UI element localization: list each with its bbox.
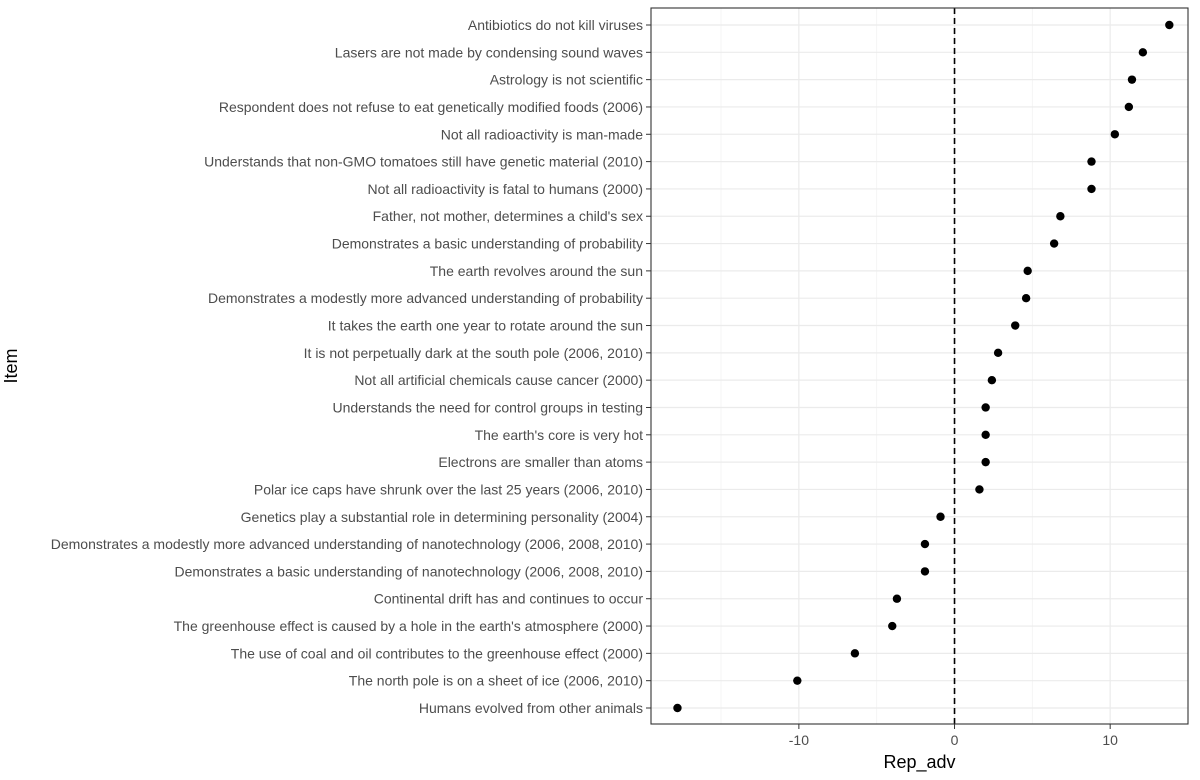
data-point (1023, 266, 1032, 276)
data-point (987, 375, 997, 385)
data-point (892, 594, 902, 603)
data-point (920, 539, 930, 549)
y-tick-label: The earth's core is very hot (475, 427, 644, 443)
y-tick-label: Understands the need for control groups … (332, 399, 643, 415)
y-axis: Humans evolved from other animals The nor… (51, 17, 651, 716)
data-point (793, 676, 802, 685)
y-tick-label: It takes the earth one year to rotate ar… (328, 318, 643, 334)
data-point (1138, 48, 1148, 57)
data-point (1087, 157, 1096, 166)
x-tick-label: 0 (951, 732, 959, 748)
data-point (936, 512, 945, 521)
data-point (993, 348, 1003, 358)
y-tick-label: Polar ice caps have shrunk over the last… (254, 481, 643, 497)
y-tick-label: Demonstrates a basic understanding of pr… (332, 236, 643, 252)
data-point (1011, 321, 1020, 330)
data-point (975, 485, 984, 494)
x-tick-label: 10 (1102, 732, 1118, 748)
y-tick-label: Antibiotics do not kill viruses (468, 17, 643, 33)
y-tick-label: The use of coal and oil contributes to t… (231, 645, 643, 661)
y-tick-label: Not all artificial chemicals cause cance… (354, 372, 643, 388)
y-tick-label: Demonstrates a basic understanding of na… (174, 563, 643, 579)
panel-border (650, 7, 1189, 725)
y-tick-label: Father, not mother, determines a child's… (373, 208, 643, 224)
y-tick-label: Respondent does not refuse to eat geneti… (219, 99, 643, 115)
y-tick-label: Not all radioactivity is man-made (441, 126, 644, 142)
data-point (1127, 75, 1137, 84)
grid-layer (651, 8, 1189, 724)
y-tick-label: It is not perpetually dark at the south … (304, 345, 643, 361)
y-tick-label: The greenhouse effect is caused by a hol… (174, 618, 643, 634)
x-axis-title: Rep_adv (883, 752, 955, 773)
y-tick-label: Humans evolved from other animals (419, 700, 643, 716)
data-point (981, 457, 990, 467)
y-tick-label: Not all radioactivity is fatal to humans… (368, 181, 643, 197)
data-point (673, 703, 682, 713)
data-point (1110, 130, 1120, 139)
x-axis: -10 0 10 (789, 724, 1118, 748)
data-point (1165, 20, 1174, 30)
x-tick-label: -10 (789, 732, 809, 748)
data-point (1087, 184, 1096, 194)
data-point (1124, 102, 1134, 112)
data-point (1049, 239, 1059, 248)
y-tick-label: The north pole is on a sheet of ice (200… (349, 673, 643, 689)
y-tick-label: Demonstrates a modestly more advanced un… (208, 290, 643, 306)
data-point (1021, 294, 1031, 303)
data-point (981, 430, 990, 439)
data-point (981, 403, 990, 412)
y-tick-label: Continental drift has and continues to o… (374, 591, 644, 607)
data-point (920, 567, 930, 576)
y-tick-label: The earth revolves around the sun (430, 263, 643, 279)
y-tick-label: Genetics play a substantial role in dete… (241, 509, 643, 525)
y-tick-label: Lasers are not made by condensing sound … (335, 44, 643, 60)
y-tick-label: Electrons are smaller than atoms (438, 454, 643, 470)
data-point (888, 621, 897, 631)
y-tick-label: Astrology is not scientific (490, 72, 643, 88)
y-tick-label: Demonstrates a modestly more advanced un… (51, 536, 643, 552)
y-tick-label: Understands that non-GMO tomatoes still … (204, 154, 643, 170)
y-axis-title: Item (1, 348, 21, 383)
points-layer (673, 20, 1174, 713)
data-point (1056, 212, 1065, 221)
data-point (850, 649, 860, 658)
